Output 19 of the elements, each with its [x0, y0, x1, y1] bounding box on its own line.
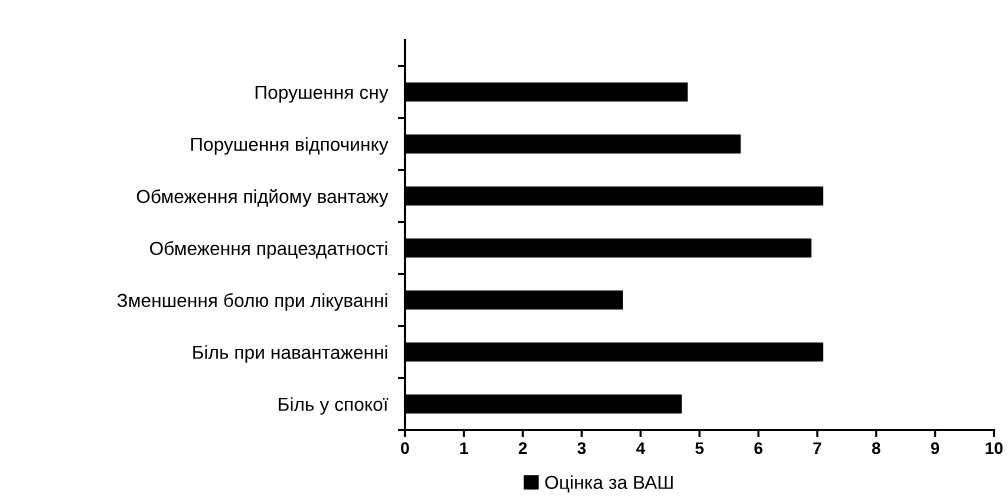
x-tick-label: 9 [931, 442, 940, 455]
x-tick-label: 2 [518, 442, 527, 454]
legend-label: Оцінка за ВАШ [545, 475, 673, 493]
y-tick-label: Зменшення болю при лікуванні [117, 293, 388, 311]
x-tick-label: 6 [754, 442, 763, 455]
x-tick-label: 3 [577, 442, 586, 455]
y-tick-label: Обмеження працездатності [150, 241, 388, 259]
y-tick-label: Порушення відпочинку [191, 137, 389, 155]
y-tick-label: Обмеження підйому вантажу [136, 189, 389, 207]
x-tick-label: 8 [872, 442, 881, 455]
y-tick-label: Біль у спокої [278, 397, 389, 415]
y-tick-label: Біль при навантаженні [193, 345, 388, 363]
x-tick-label: 1 [460, 442, 469, 454]
x-tick-label: 5 [695, 442, 704, 455]
y-tick-label: Порушення сну [255, 85, 389, 103]
x-tick-label: 10 [985, 442, 1003, 455]
x-tick-label: 7 [813, 442, 822, 454]
x-tick-label: 4 [636, 442, 646, 454]
x-tick-label: 0 [401, 442, 409, 455]
